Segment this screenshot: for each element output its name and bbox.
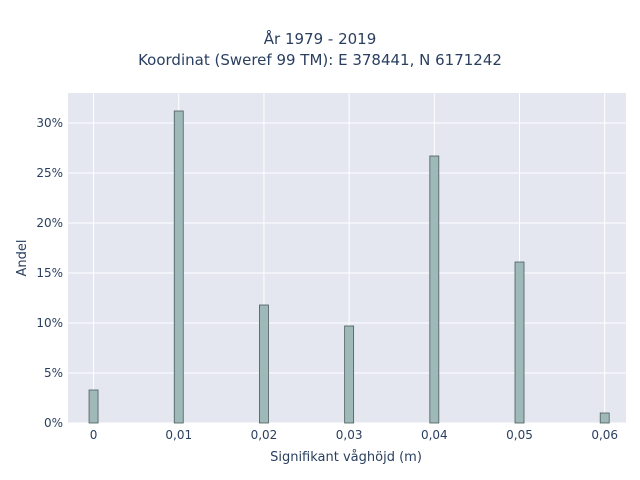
bar — [429, 155, 440, 424]
chart-title-line-2: Koordinat (Sweref 99 TM): E 378441, N 61… — [138, 51, 502, 69]
y-tick-label: 5% — [44, 366, 63, 380]
gridlines — [68, 93, 626, 424]
bars — [88, 110, 610, 424]
x-tick-label: 0,06 — [591, 428, 618, 442]
bar — [88, 389, 99, 424]
y-axis-label: Andel — [15, 240, 30, 277]
y-tick-label: 25% — [36, 166, 63, 180]
bar — [259, 304, 269, 424]
x-tick-labels: 0 0,01 0,02 0,03 0,04 0,05 0,06 — [90, 428, 618, 442]
y-tick-label: 0% — [44, 416, 63, 430]
chart-title-line-1: År 1979 - 2019 — [263, 30, 377, 48]
bar — [514, 261, 525, 424]
y-tick-labels: 0% 5% 10% 15% 20% 25% 30% — [36, 116, 63, 430]
x-tick-label: 0 — [90, 428, 98, 442]
y-tick-label: 30% — [36, 116, 63, 130]
y-tick-label: 10% — [36, 316, 63, 330]
x-axis-label: Signifikant våghöjd (m) — [270, 450, 422, 465]
bar — [173, 110, 184, 424]
x-tick-label: 0,01 — [165, 428, 192, 442]
bar — [344, 325, 355, 424]
x-tick-label: 0,03 — [336, 428, 363, 442]
x-tick-label: 0,04 — [421, 428, 448, 442]
y-tick-label: 15% — [36, 266, 63, 280]
bar — [599, 412, 610, 424]
x-tick-label: 0,05 — [506, 428, 533, 442]
y-tick-label: 20% — [36, 216, 63, 230]
x-tick-label: 0,02 — [251, 428, 278, 442]
